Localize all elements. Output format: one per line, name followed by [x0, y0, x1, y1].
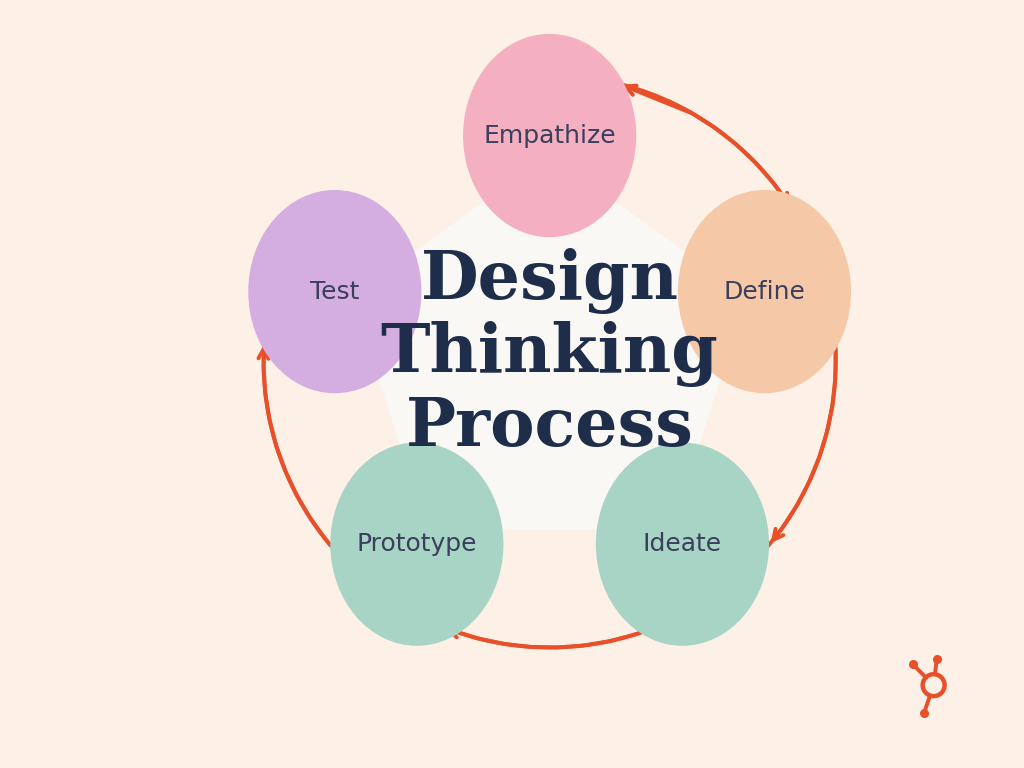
Ellipse shape: [678, 190, 851, 393]
Text: Prototype: Prototype: [356, 532, 477, 556]
Text: Test: Test: [310, 280, 359, 303]
Ellipse shape: [596, 442, 769, 646]
Polygon shape: [352, 154, 748, 529]
Text: Design
Thinking
Process: Design Thinking Process: [381, 248, 719, 460]
Text: Define: Define: [724, 280, 806, 303]
Ellipse shape: [248, 190, 422, 393]
Ellipse shape: [463, 34, 636, 237]
Ellipse shape: [331, 442, 504, 646]
Text: Ideate: Ideate: [643, 532, 722, 556]
Text: Empathize: Empathize: [483, 124, 616, 147]
